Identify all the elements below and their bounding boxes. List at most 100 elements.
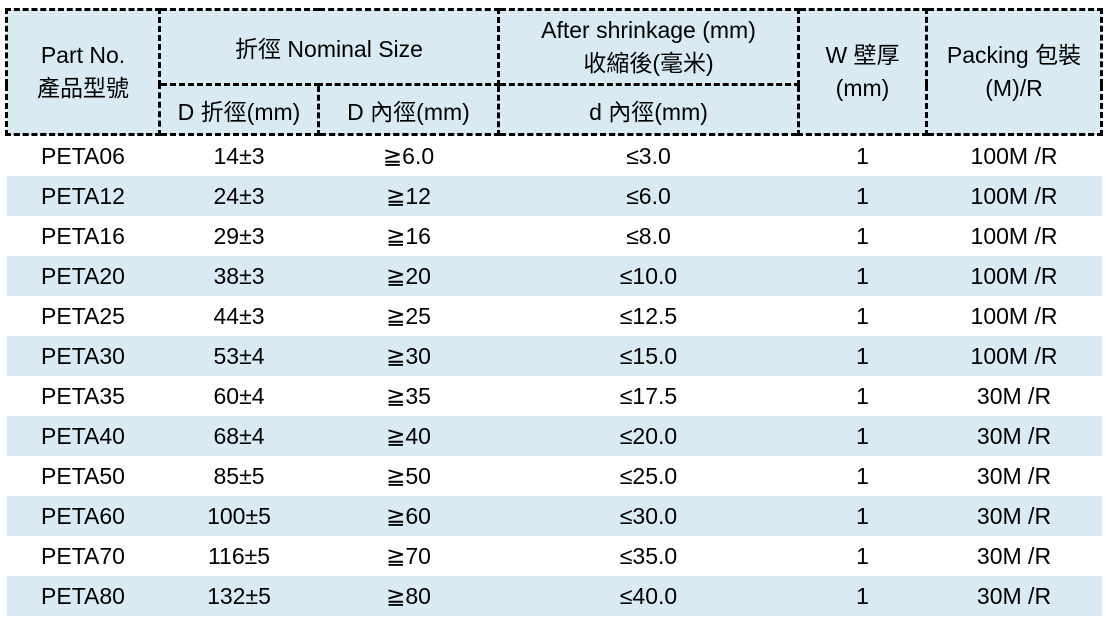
cell-wall: 1 [798,256,927,296]
cell-d-after: ≤35.0 [498,536,799,576]
cell-packing: 30M /R [926,456,1102,496]
cell-d-flat: 44±3 [159,296,319,336]
spec-table: Part No. 產品型號 折徑 Nominal Size After shri… [5,8,1103,616]
cell-part-no: PETA70 [6,536,160,576]
header-after-shrinkage-en: After shrinkage (mm) [541,17,756,43]
cell-part-no: PETA06 [6,134,160,176]
cell-part-no: PETA50 [6,456,160,496]
cell-d-after: ≤25.0 [498,456,799,496]
cell-d-flat: 53±4 [159,336,319,376]
cell-d-inner: ≧40 [318,416,499,456]
cell-wall: 1 [798,496,927,536]
cell-packing: 100M /R [926,176,1102,216]
table-body: PETA06 14±3 ≧6.0 ≤3.0 1 100M /R PETA12 2… [6,134,1102,616]
cell-d-after: ≤17.5 [498,376,799,416]
cell-packing: 100M /R [926,336,1102,376]
cell-packing: 30M /R [926,496,1102,536]
cell-part-no: PETA40 [6,416,160,456]
table-row: PETA80 132±5 ≧80 ≤40.0 1 30M /R [6,576,1102,616]
cell-part-no: PETA25 [6,296,160,336]
cell-d-flat: 116±5 [159,536,319,576]
header-nominal-size: 折徑 Nominal Size [158,8,500,86]
cell-d-flat: 68±4 [159,416,319,456]
cell-d-flat: 60±4 [159,376,319,416]
cell-d-flat: 24±3 [159,176,319,216]
cell-d-inner: ≧60 [318,496,499,536]
cell-part-no: PETA35 [6,376,160,416]
cell-part-no: PETA16 [6,216,160,256]
cell-wall: 1 [798,376,927,416]
cell-wall: 1 [798,176,927,216]
cell-packing: 30M /R [926,416,1102,456]
cell-part-no: PETA12 [6,176,160,216]
cell-wall: 1 [798,134,927,176]
cell-d-flat: 14±3 [159,134,319,176]
cell-packing: 100M /R [926,216,1102,256]
cell-d-after: ≤6.0 [498,176,799,216]
cell-d-after: ≤15.0 [498,336,799,376]
cell-d-after: ≤20.0 [498,416,799,456]
cell-packing: 100M /R [926,134,1102,176]
header-part-no-en: Part No. [40,42,126,68]
cell-d-flat: 85±5 [159,456,319,496]
header-packing-l2: (M)/R [985,75,1043,101]
cell-part-no: PETA20 [6,256,160,296]
cell-packing: 100M /R [926,296,1102,336]
cell-d-inner: ≧30 [318,336,499,376]
cell-d-inner: ≧12 [318,176,499,216]
cell-d-inner: ≧16 [318,216,499,256]
table-row: PETA40 68±4 ≧40 ≤20.0 1 30M /R [6,416,1102,456]
header-wall-thickness-l2: (mm) [835,75,890,101]
cell-packing: 30M /R [926,576,1102,616]
table-row: PETA50 85±5 ≧50 ≤25.0 1 30M /R [6,456,1102,496]
cell-part-no: PETA80 [6,576,160,616]
header-d-inner: D 內徑(mm) [317,83,500,136]
table-row: PETA06 14±3 ≧6.0 ≤3.0 1 100M /R [6,134,1102,176]
cell-d-after: ≤3.0 [498,134,799,176]
header-row-sub: D 折徑(mm) D 內徑(mm) d 內徑(mm) [7,83,1102,136]
table-row: PETA16 29±3 ≧16 ≤8.0 1 100M /R [6,216,1102,256]
table-row: PETA70 116±5 ≧70 ≤35.0 1 30M /R [6,536,1102,576]
header-wall-thickness-l1: W 壁厚 [825,42,900,68]
cell-d-inner: ≧70 [318,536,499,576]
cell-wall: 1 [798,416,927,456]
cell-d-after: ≤8.0 [498,216,799,256]
cell-d-inner: ≧35 [318,376,499,416]
header-d-after: d 內徑(mm) [497,83,800,136]
cell-wall: 1 [798,576,927,616]
header-part-no-zh: 產品型號 [37,75,129,101]
cell-d-flat: 38±3 [159,256,319,296]
cell-d-inner: ≧80 [318,576,499,616]
header-part-no: Part No. 產品型號 [5,8,161,136]
cell-d-inner: ≧50 [318,456,499,496]
cell-wall: 1 [798,336,927,376]
cell-d-inner: ≧20 [318,256,499,296]
header-after-shrinkage: After shrinkage (mm) 收縮後(毫米) [497,8,800,86]
cell-d-flat: 29±3 [159,216,319,256]
table-row: PETA25 44±3 ≧25 ≤12.5 1 100M /R [6,296,1102,336]
table-row: PETA12 24±3 ≧12 ≤6.0 1 100M /R [6,176,1102,216]
cell-packing: 30M /R [926,376,1102,416]
header-packing: Packing 包裝 (M)/R [925,8,1103,136]
table-row: PETA20 38±3 ≧20 ≤10.0 1 100M /R [6,256,1102,296]
cell-part-no: PETA60 [6,496,160,536]
cell-packing: 30M /R [926,536,1102,576]
header-wall-thickness: W 壁厚 (mm) [797,8,928,136]
header-packing-l1: Packing 包裝 [946,42,1082,68]
cell-wall: 1 [798,536,927,576]
cell-d-after: ≤40.0 [498,576,799,616]
table-header: Part No. 產品型號 折徑 Nominal Size After shri… [5,8,1103,136]
header-d-flat: D 折徑(mm) [158,83,320,136]
header-after-shrinkage-zh: 收縮後(毫米) [583,50,714,76]
cell-packing: 100M /R [926,256,1102,296]
cell-d-inner: ≧6.0 [318,134,499,176]
cell-wall: 1 [798,456,927,496]
cell-wall: 1 [798,216,927,256]
cell-d-after: ≤10.0 [498,256,799,296]
table-row: PETA30 53±4 ≧30 ≤15.0 1 100M /R [6,336,1102,376]
cell-part-no: PETA30 [6,336,160,376]
cell-d-inner: ≧25 [318,296,499,336]
cell-d-flat: 132±5 [159,576,319,616]
header-row-top: Part No. 產品型號 折徑 Nominal Size After shri… [5,8,1103,136]
cell-d-after: ≤12.5 [498,296,799,336]
